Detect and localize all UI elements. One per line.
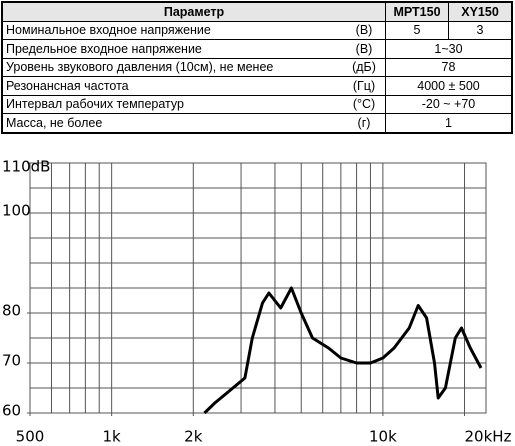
- parameter-value: 1: [385, 113, 513, 133]
- y-tick-label: 70: [2, 352, 21, 370]
- parameter-value: -20 ~ +70: [385, 94, 513, 114]
- parameter-label: Уровень звукового давления (10см), не ме…: [1, 57, 343, 77]
- parameter-value: 78: [385, 57, 513, 77]
- parameter-value: 3: [448, 20, 513, 40]
- parameter-value: 1~30: [385, 39, 513, 59]
- x-tick-label: 10k: [369, 428, 397, 446]
- x-tick-label: 1k: [103, 428, 122, 446]
- parameter-table: Параметр МРТ150 XY150 Номинальное входное н…: [1, 1, 513, 134]
- parameter-value: 5: [385, 20, 449, 40]
- y-tick-label: 60: [2, 402, 21, 420]
- parameter-unit: (г): [343, 113, 386, 133]
- parameter-label: Предельное входное напряжение: [1, 39, 343, 59]
- parameter-label: Интервал рабочих температур: [1, 94, 343, 114]
- header-cell: Параметр: [1, 1, 386, 22]
- parameter-label: Номинальное входное напряжение: [1, 20, 343, 40]
- parameter-unit: (В): [343, 39, 386, 59]
- x-tick-label: 20kHz: [465, 428, 512, 446]
- x-tick-label: 500: [16, 428, 45, 446]
- parameter-unit: (°C): [343, 94, 386, 114]
- parameter-label: Масса, не более: [1, 113, 343, 133]
- parameter-unit: (Гц): [343, 76, 386, 96]
- y-tick-label: 100: [2, 202, 31, 220]
- parameter-label: Резонансная частота: [1, 76, 343, 96]
- response-chart: 60 70 80 100 110dB 500 1k 2k 10k 20kHz: [2, 158, 512, 446]
- parameter-unit: (дБ): [343, 57, 386, 77]
- x-tick-label: 2k: [184, 428, 203, 446]
- parameter-value: 4000 ± 500: [385, 76, 513, 96]
- header-cell: МРТ150: [385, 1, 449, 22]
- y-tick-label: 110dB: [2, 158, 50, 176]
- response-line: [203, 286, 483, 415]
- header-cell: XY150: [448, 1, 513, 22]
- y-tick-label: 80: [2, 302, 21, 320]
- parameter-unit: (В): [343, 20, 386, 40]
